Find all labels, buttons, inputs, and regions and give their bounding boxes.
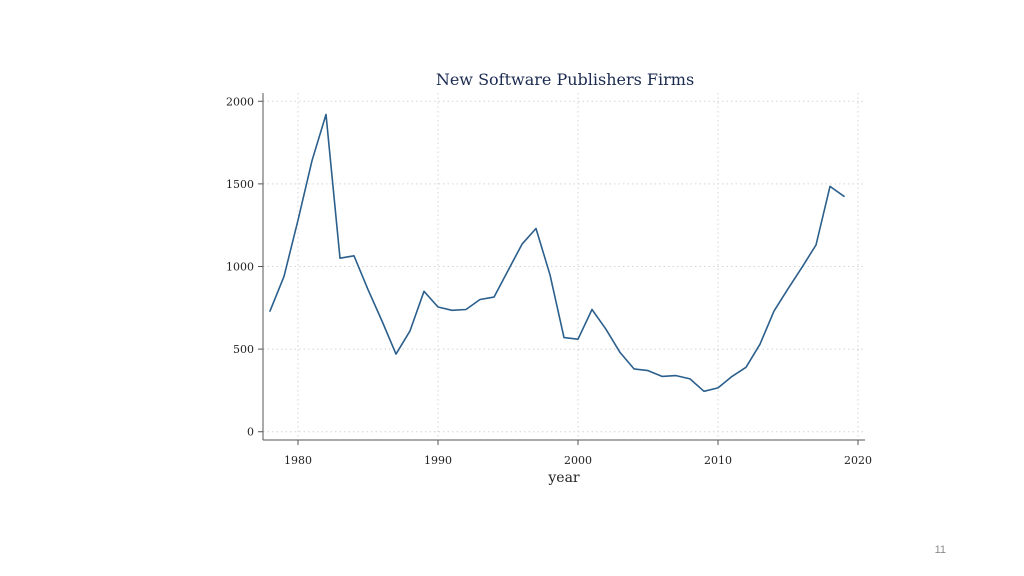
y-tick-label: 1000 [226,261,254,274]
x-tick-label: 2000 [564,454,592,467]
chart-title: New Software Publishers Firms [436,70,694,89]
x-tick-label: 1990 [424,454,452,467]
x-tick-label: 2020 [844,454,872,467]
y-tick-label: 2000 [226,95,254,108]
x-tick-label: 2010 [704,454,732,467]
series-line [269,113,845,393]
y-tick-label: 0 [247,426,254,439]
page-number: 11 [934,544,946,556]
y-tick-label: 500 [233,343,254,356]
y-tick-label: 1500 [226,178,254,191]
x-axis-title: year [547,470,580,486]
x-tick-label: 1980 [284,454,312,467]
